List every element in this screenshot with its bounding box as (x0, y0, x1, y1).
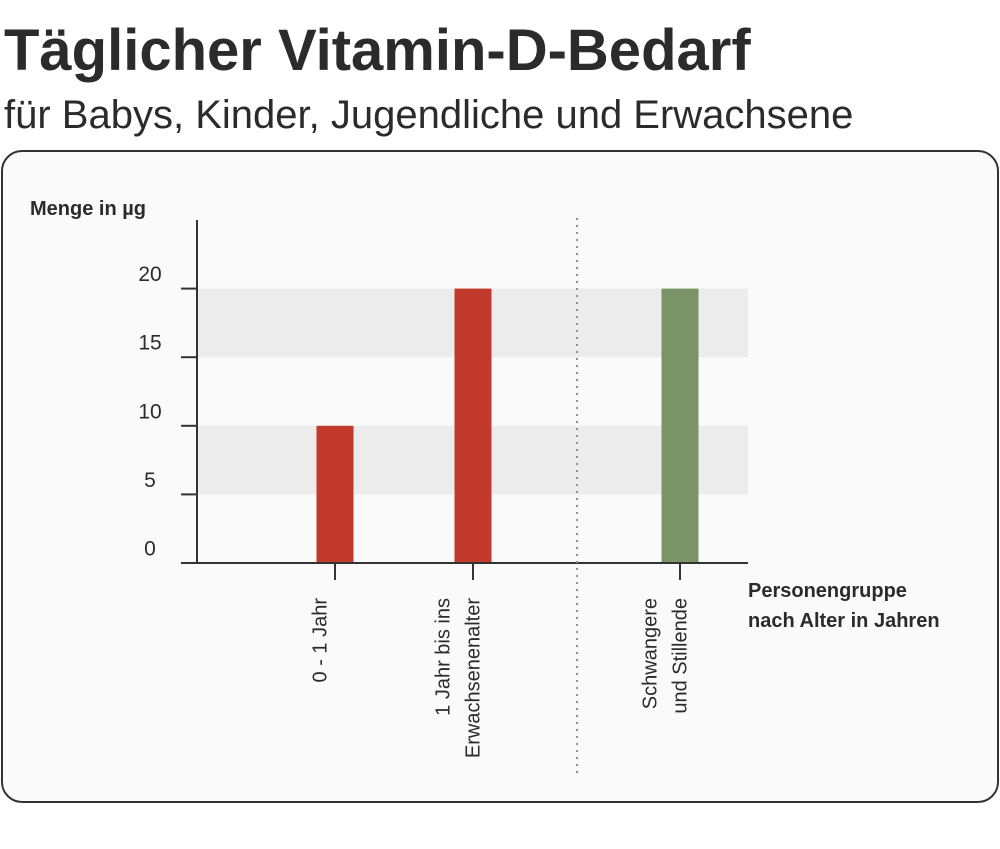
y-tick-label: 20 (138, 263, 161, 286)
y-tick-label: 10 (138, 400, 161, 423)
chart-title: Täglicher Vitamin-D-Bedarf (4, 18, 751, 83)
y-axis-title: Menge in µg (30, 198, 146, 220)
plot-area: 0 5 10 15 20 0 - 1 Jahr 1 Jahr bis ins Erwachse… (138, 220, 940, 758)
x-tick-label: Erwachsenenalter (462, 598, 484, 758)
y-tick-label: 15 (138, 332, 161, 355)
y-tick-label: 5 (144, 469, 156, 492)
bar (316, 425, 354, 563)
y-tick-label: 0 (144, 538, 156, 561)
x-tick-label: 1 Jahr bis ins (432, 598, 454, 716)
x-axis-title: nach Alter in Jahren (748, 610, 940, 632)
x-axis-title: Personengruppe (748, 580, 907, 602)
x-tick-label: 0 - 1 Jahr (309, 598, 331, 683)
bar (661, 288, 699, 563)
chart-subtitle: für Babys, Kinder, Jugendliche und Erwac… (4, 93, 853, 137)
bar (454, 288, 492, 563)
x-tick-label: und Stillende (669, 598, 691, 714)
x-tick-label: Schwangere (639, 598, 661, 709)
